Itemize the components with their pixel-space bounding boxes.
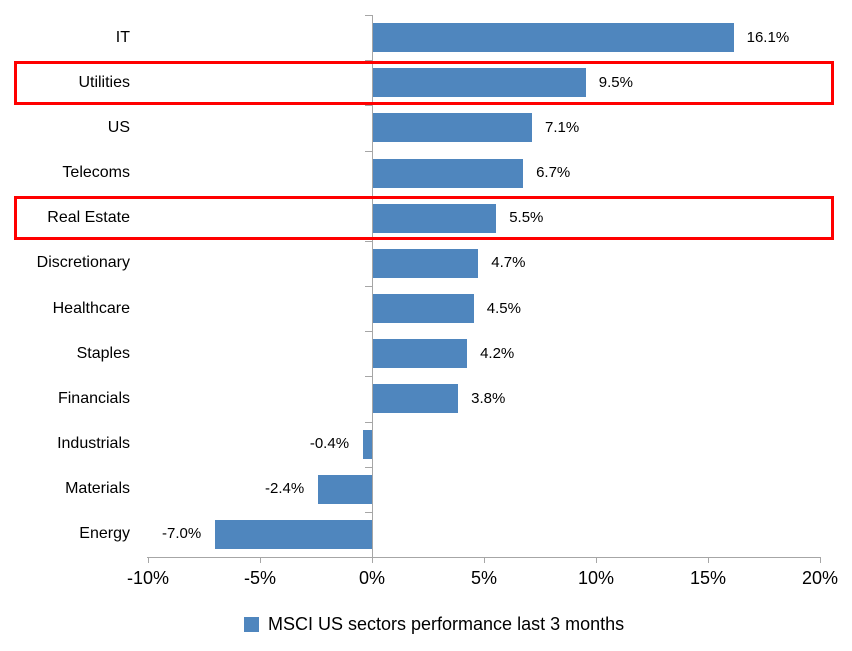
legend: MSCI US sectors performance last 3 month… [244, 611, 624, 637]
value-label: 4.2% [480, 344, 515, 362]
category-label: Energy [79, 525, 130, 543]
category-label: Staples [76, 344, 130, 362]
highlight-box-utilities [14, 60, 834, 105]
bar-financials [373, 384, 459, 414]
value-axis-tick-label: 5% [470, 568, 497, 588]
category-label: IT [115, 28, 130, 46]
category-axis-tick [365, 466, 372, 468]
category-axis-tick [365, 60, 372, 62]
legend-label: MSCI US sectors performance last 3 month… [268, 613, 625, 634]
category-label: Healthcare [52, 299, 130, 317]
bar-real-estate [373, 203, 497, 233]
value-label: -0.4% [309, 435, 350, 453]
value-label: -7.0% [162, 525, 202, 543]
category-label: Discretionary [36, 254, 130, 272]
bar-industrials [363, 429, 372, 459]
category-axis-tick [365, 421, 372, 423]
bar-healthcare [373, 294, 474, 324]
value-axis-tick [596, 557, 597, 563]
category-axis-tick [365, 150, 372, 152]
value-label: 16.1% [746, 28, 790, 46]
category-label: US [107, 118, 130, 136]
category-axis-tick [365, 511, 372, 513]
value-axis-line [147, 557, 820, 558]
value-axis-tick-label: -10% [126, 568, 170, 588]
bar-it [373, 23, 734, 53]
bar-us [373, 113, 533, 143]
value-label: 3.8% [471, 389, 506, 407]
value-axis-tick [148, 557, 149, 563]
value-label: 6.7% [536, 164, 571, 182]
value-axis-tick-label: 15% [689, 568, 727, 588]
category-axis-tick [365, 240, 372, 242]
value-axis-tick-label: 0% [358, 568, 385, 588]
category-axis-tick [365, 376, 372, 378]
value-label: 5.5% [509, 209, 544, 227]
value-axis-tick-label: 10% [577, 568, 615, 588]
bar-telecoms [373, 158, 524, 188]
value-axis-tick [484, 557, 485, 563]
value-axis-tick-label: 20% [801, 568, 839, 588]
value-axis-tick [260, 557, 261, 563]
bar-utilities [373, 68, 586, 98]
bar-staples [373, 339, 468, 369]
legend-swatch-icon [244, 616, 259, 632]
category-label: Real Estate [47, 209, 130, 227]
category-axis-tick [365, 195, 372, 197]
value-label: -2.4% [265, 480, 305, 498]
bar-materials [318, 474, 372, 504]
value-label: 9.5% [598, 73, 633, 91]
bar-discretionary [373, 248, 479, 278]
value-axis-tick-label: -5% [243, 568, 276, 588]
bar-energy [215, 519, 372, 549]
category-label: Telecoms [62, 164, 130, 182]
category-axis-tick [365, 331, 372, 333]
category-axis-tick [365, 15, 372, 16]
category-axis-tick [365, 105, 372, 107]
value-axis-tick [372, 557, 373, 563]
category-label: Materials [65, 480, 130, 498]
value-label: 7.1% [545, 118, 580, 136]
highlight-box-real-estate [14, 196, 834, 241]
value-axis-tick [820, 557, 821, 563]
category-label: Financials [57, 389, 130, 407]
value-label: 4.5% [486, 299, 521, 317]
value-axis-tick [708, 557, 709, 563]
value-label: 4.7% [491, 254, 526, 272]
category-axis-tick [365, 286, 372, 287]
category-label: Utilities [78, 73, 130, 91]
category-label: Industrials [57, 435, 130, 453]
category-axis-line [372, 15, 373, 557]
